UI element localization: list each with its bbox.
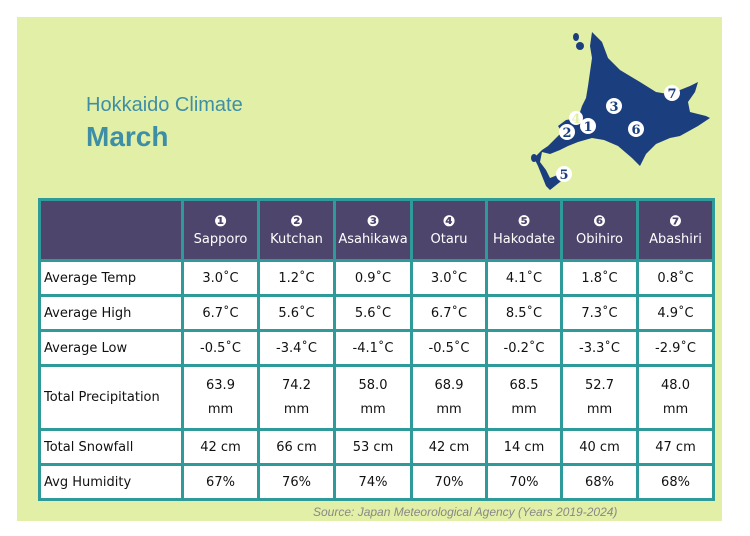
marker-3: 3: [606, 98, 622, 115]
column-header-sapporo: ❶ Sapporo: [181, 198, 260, 262]
table-cell: 0.9˚C: [333, 259, 413, 297]
corner-cell: [38, 198, 184, 262]
table-cell: -2.9˚C: [636, 329, 715, 367]
table-cell: 8.5˚C: [485, 294, 563, 332]
column-header-asahikawa: ❸ Asahikawa: [333, 198, 413, 262]
month-heading: March: [86, 121, 169, 152]
table-cell: 53 cm: [333, 428, 413, 466]
table-cell: 47 cm: [636, 428, 715, 466]
table-cell: 3.0˚C: [410, 259, 488, 297]
column-header-hakodate: ❺ Hakodate: [485, 198, 563, 262]
page-title: Hokkaido Climate: [86, 94, 243, 116]
svg-text:1: 1: [583, 120, 592, 135]
table-cell: 0.8˚C: [636, 259, 715, 297]
table-cell: 74%: [333, 463, 413, 501]
column-header-obihiro: ❻ Obihiro: [560, 198, 639, 262]
row-label: Average High: [38, 294, 184, 332]
table-cell: 68%: [560, 463, 639, 501]
table-cell: 7.3˚C: [560, 294, 639, 332]
svg-text:6: 6: [631, 123, 640, 138]
table-cell: -3.4˚C: [257, 329, 336, 367]
table-cell: 48.0 mm: [636, 364, 715, 431]
table-cell: 58.0 mm: [333, 364, 413, 431]
marker-4: 4: [569, 111, 583, 127]
table-cell: 40 cm: [560, 428, 639, 466]
table-row: Avg Humidity 67% 76% 74% 70% 70% 68% 68%: [38, 463, 715, 501]
row-label: Total Precipitation: [38, 364, 184, 431]
table-cell: 66 cm: [257, 428, 336, 466]
marker-2: 2: [559, 124, 575, 141]
table-cell: 76%: [257, 463, 336, 501]
column-header-otaru: ❹ Otaru: [410, 198, 488, 262]
table-cell: -0.2˚C: [485, 329, 563, 367]
svg-text:3: 3: [609, 100, 618, 115]
table-row: Total Precipitation 63.9 mm 74.2 mm 58.0 mm…: [38, 364, 715, 431]
svg-text:7: 7: [667, 87, 676, 102]
table-cell: 63.9 mm: [181, 364, 260, 431]
table-cell: 68%: [636, 463, 715, 501]
table-cell: 52.7 mm: [560, 364, 639, 431]
table-cell: -0.5˚C: [181, 329, 260, 367]
table-cell: 14 cm: [485, 428, 563, 466]
marker-6: 6: [628, 121, 644, 138]
table-row: Average Low -0.5˚C -3.4˚C -4.1˚C -0.5˚C …: [38, 329, 715, 367]
table-cell: 5.6˚C: [333, 294, 413, 332]
row-label: Avg Humidity: [38, 463, 184, 501]
hokkaido-map: 1 2 3 4 5 6 7: [531, 32, 710, 190]
table-cell: 1.2˚C: [257, 259, 336, 297]
marker-5: 5: [556, 166, 572, 183]
table-cell: 5.6˚C: [257, 294, 336, 332]
table-cell: 4.9˚C: [636, 294, 715, 332]
table-cell: 68.5 mm: [485, 364, 563, 431]
table-row: Total Snowfall 42 cm 66 cm 53 cm 42 cm 1…: [38, 428, 715, 466]
table-header-row: ❶ Sapporo ❷ Kutchan ❸ Asahikawa ❹ Otaru ❺ Hak…: [38, 198, 715, 262]
table-cell: 42 cm: [410, 428, 488, 466]
column-header-abashiri: ❼ Abashiri: [636, 198, 715, 262]
table-cell: 68.9 mm: [410, 364, 488, 431]
table-row: Average High 6.7˚C 5.6˚C 5.6˚C 6.7˚C 8.5…: [38, 294, 715, 332]
table-cell: 70%: [485, 463, 563, 501]
table-cell: 6.7˚C: [181, 294, 260, 332]
table-cell: 3.0˚C: [181, 259, 260, 297]
table-cell: 67%: [181, 463, 260, 501]
table-cell: 70%: [410, 463, 488, 501]
table-cell: -3.3˚C: [560, 329, 639, 367]
source-note: Source: Japan Meteorological Agency (Yea…: [313, 505, 618, 519]
table-cell: 42 cm: [181, 428, 260, 466]
svg-text:4: 4: [571, 112, 580, 127]
svg-text:5: 5: [559, 168, 568, 183]
table-cell: -0.5˚C: [410, 329, 488, 367]
table-cell: 4.1˚C: [485, 259, 563, 297]
marker-7: 7: [664, 85, 680, 102]
row-label: Average Temp: [38, 259, 184, 297]
marker-1: 1: [580, 118, 596, 135]
row-label: Total Snowfall: [38, 428, 184, 466]
table-cell: 74.2 mm: [257, 364, 336, 431]
table-cell: 6.7˚C: [410, 294, 488, 332]
row-label: Average Low: [38, 329, 184, 367]
table-cell: 1.8˚C: [560, 259, 639, 297]
svg-text:2: 2: [562, 126, 571, 141]
table-row: Average Temp 3.0˚C 1.2˚C 0.9˚C 3.0˚C 4.1…: [38, 259, 715, 297]
climate-table: ❶ Sapporo ❷ Kutchan ❸ Asahikawa ❹ Otaru ❺ Hak…: [38, 198, 715, 501]
column-header-kutchan: ❷ Kutchan: [257, 198, 336, 262]
table-cell: -4.1˚C: [333, 329, 413, 367]
